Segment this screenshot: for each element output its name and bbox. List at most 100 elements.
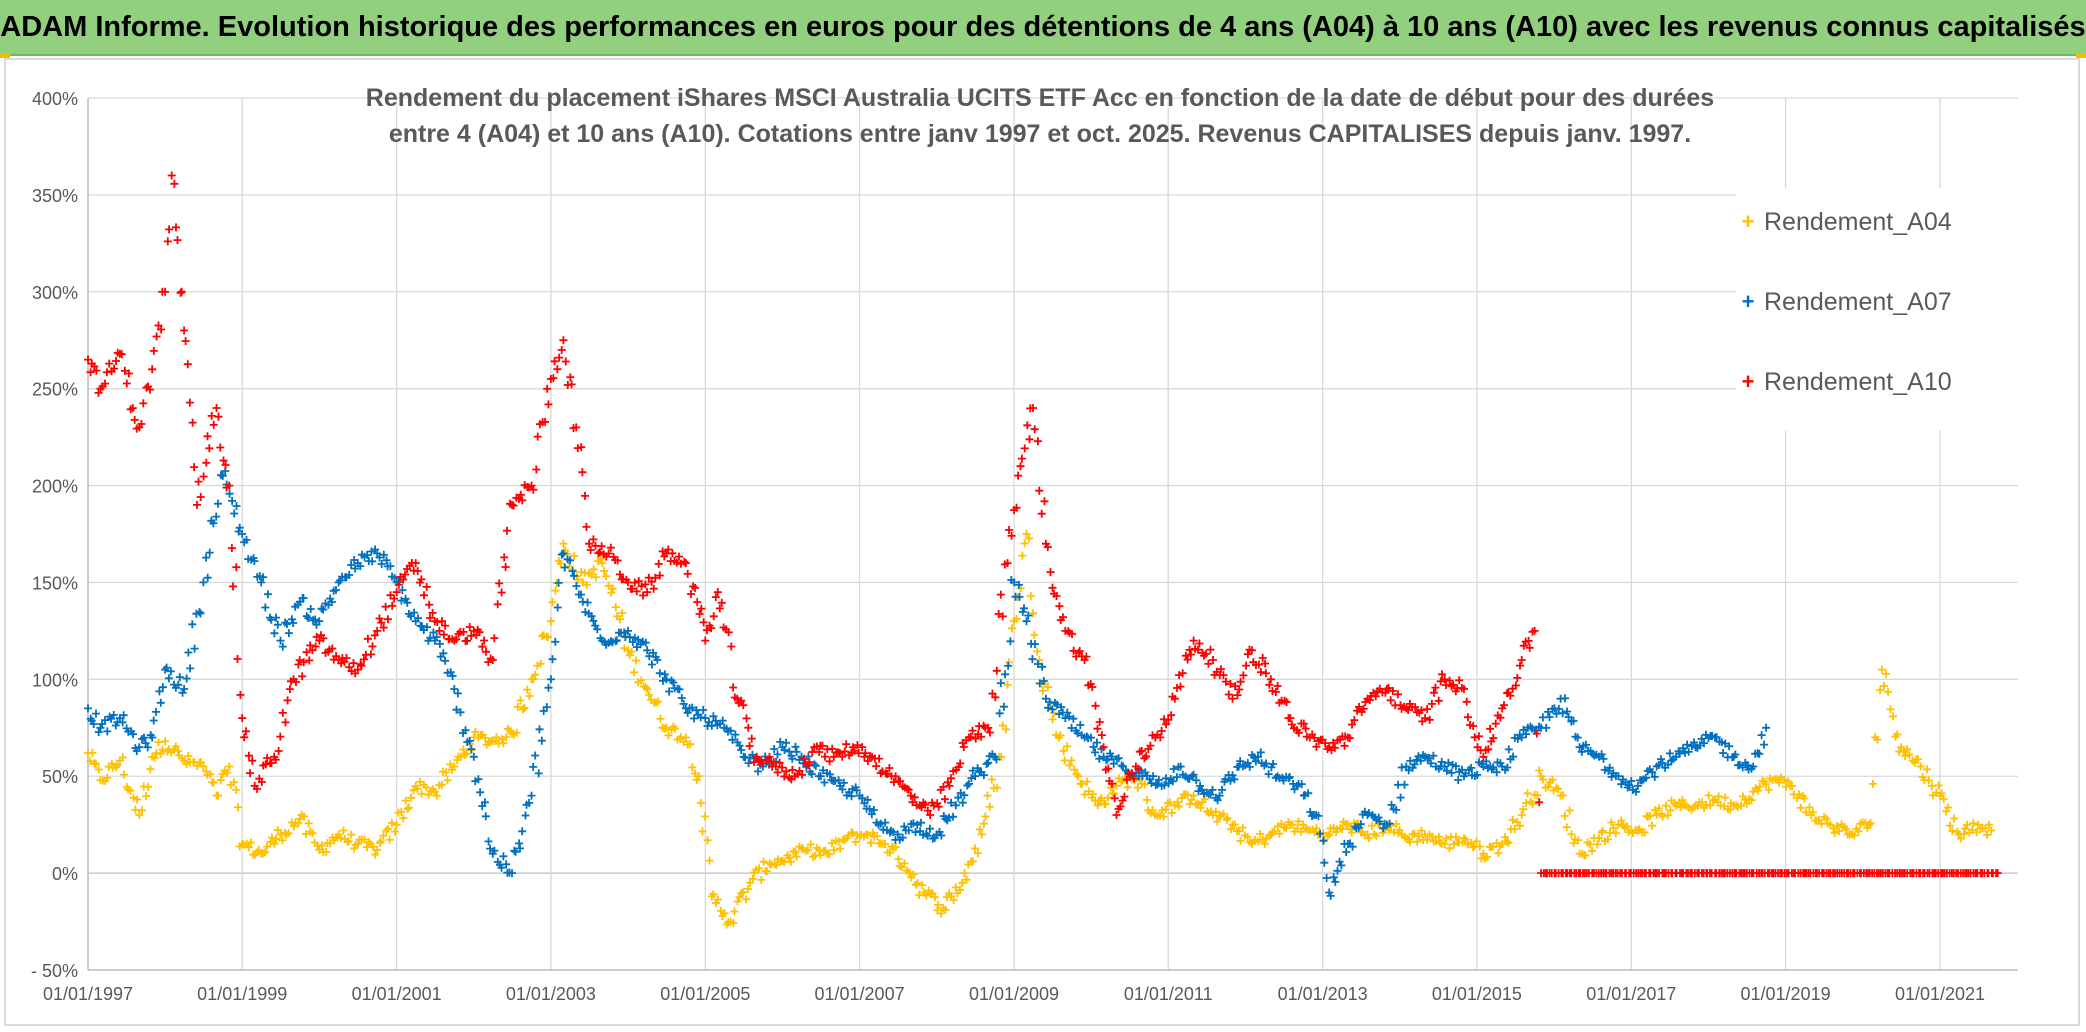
point-rendement-a04 — [1072, 770, 1081, 779]
point-rendement-a10 — [589, 535, 598, 544]
point-rendement-a10 — [1371, 692, 1380, 701]
point-rendement-a10 — [1457, 683, 1466, 692]
point-rendement-a04 — [1593, 840, 1602, 849]
point-rendement-a07 — [1684, 747, 1693, 756]
point-rendement-a10 — [606, 543, 615, 552]
point-rendement-a04 — [1957, 834, 1965, 843]
point-rendement-a10 — [105, 359, 114, 368]
point-rendement-a07 — [839, 778, 848, 787]
point-rendement-a04 — [196, 758, 205, 767]
point-rendement-a04 — [676, 733, 685, 741]
point-rendement-a10 — [1496, 713, 1505, 722]
point-rendement-a04 — [962, 875, 971, 884]
point-rendement-a10 — [1535, 798, 1544, 807]
point-rendement-a07 — [1757, 731, 1766, 740]
point-rendement-a10 — [1219, 671, 1228, 680]
point-rendement-a04 — [1367, 821, 1376, 830]
point-rendement-a04 — [1020, 539, 1029, 548]
point-rendement-a10 — [559, 336, 568, 345]
point-rendement-a04 — [825, 850, 833, 859]
point-rendement-a04 — [792, 852, 801, 861]
point-rendement-a10 — [1411, 703, 1420, 712]
point-rendement-a10 — [1183, 655, 1192, 664]
point-rendement-a10 — [407, 559, 416, 567]
point-rendement-a10 — [711, 593, 720, 602]
point-rendement-a10 — [1463, 713, 1472, 722]
legend-marker-a04: + — [1741, 209, 1755, 234]
point-rendement-a07 — [620, 628, 629, 637]
point-rendement-a04 — [1823, 819, 1832, 828]
point-rendement-a04 — [1159, 812, 1168, 821]
point-rendement-a10 — [1312, 742, 1321, 751]
y-tick-label: 350% — [32, 186, 78, 206]
point-rendement-a07 — [1039, 677, 1048, 685]
point-rendement-a04 — [462, 749, 471, 758]
point-rendement-a10 — [1221, 677, 1230, 686]
x-tick-label: 01/01/2011 — [1124, 984, 1213, 1004]
point-rendement-a07 — [587, 612, 596, 621]
point-rendement-a07 — [1454, 776, 1463, 784]
point-rendement-a10 — [1178, 669, 1187, 678]
point-rendement-a10 — [1055, 602, 1064, 611]
point-rendement-a10 — [883, 770, 892, 778]
point-rendement-a10 — [128, 404, 137, 413]
point-rendement-a04 — [1704, 791, 1713, 800]
point-rendement-a10 — [553, 365, 562, 374]
point-rendement-a07 — [414, 614, 422, 623]
point-rendement-a10 — [1340, 741, 1349, 750]
point-rendement-a04 — [1043, 683, 1052, 692]
point-rendement-a07 — [1416, 756, 1425, 765]
point-rendement-a10 — [683, 569, 692, 578]
point-rendement-a04 — [973, 849, 982, 858]
point-rendement-a10 — [742, 714, 751, 723]
point-rendement-a04 — [1297, 827, 1306, 836]
point-rendement-a07 — [1558, 709, 1567, 718]
point-rendement-a10 — [691, 583, 700, 592]
point-rendement-a07 — [1053, 700, 1061, 709]
point-rendement-a04 — [1727, 799, 1736, 808]
chart-title-line-2: entre 4 (A04) et 10 ans (A10). Cotations… — [388, 120, 1692, 148]
point-rendement-a07 — [865, 804, 874, 813]
point-rendement-a10 — [1302, 732, 1311, 741]
point-rendement-a04 — [1022, 530, 1031, 538]
point-rendement-a10 — [183, 360, 192, 369]
y-tick-label: 100% — [32, 670, 78, 690]
point-rendement-a10 — [863, 757, 872, 765]
point-rendement-a07 — [1719, 749, 1728, 757]
point-rendement-a04 — [1472, 837, 1481, 846]
report-title: ADAM Informe. Evolution historique des p… — [0, 10, 2086, 43]
point-rendement-a07 — [1147, 779, 1156, 788]
point-rendement-a10 — [555, 353, 564, 362]
point-rendement-a07 — [1020, 604, 1028, 613]
point-rendement-a07 — [900, 822, 909, 831]
point-rendement-a04 — [915, 891, 924, 899]
point-rendement-a10 — [1348, 720, 1356, 729]
point-rendement-a04 — [806, 840, 815, 849]
point-rendement-a10 — [373, 626, 382, 635]
point-rendement-a04 — [1922, 765, 1931, 774]
point-rendement-a10 — [707, 624, 716, 633]
point-rendement-a10 — [1005, 526, 1013, 534]
point-rendement-a07 — [202, 553, 211, 562]
point-rendement-a10 — [1365, 696, 1374, 705]
point-rendement-a07 — [1024, 611, 1033, 620]
point-rendement-a10 — [934, 802, 943, 811]
point-rendement-a10 — [557, 346, 566, 354]
point-rendement-a10 — [351, 669, 360, 678]
point-rendement-a07 — [731, 730, 740, 739]
point-rendement-a10 — [248, 756, 257, 765]
point-rendement-a04 — [897, 863, 906, 872]
point-rendement-a07 — [1316, 829, 1325, 838]
point-rendement-a04 — [1666, 806, 1675, 815]
point-rendement-a07 — [109, 711, 118, 719]
point-rendement-a10 — [643, 588, 652, 597]
point-rendement-a10 — [1301, 724, 1310, 733]
point-rendement-a07 — [429, 628, 438, 637]
point-rendement-a07 — [155, 687, 164, 696]
point-rendement-a07 — [847, 792, 856, 801]
point-rendement-a10 — [966, 733, 975, 741]
point-rendement-a04 — [184, 752, 193, 761]
point-rendement-a10 — [680, 557, 689, 566]
point-rendement-a04 — [295, 814, 304, 823]
point-rendement-a04 — [350, 844, 359, 853]
